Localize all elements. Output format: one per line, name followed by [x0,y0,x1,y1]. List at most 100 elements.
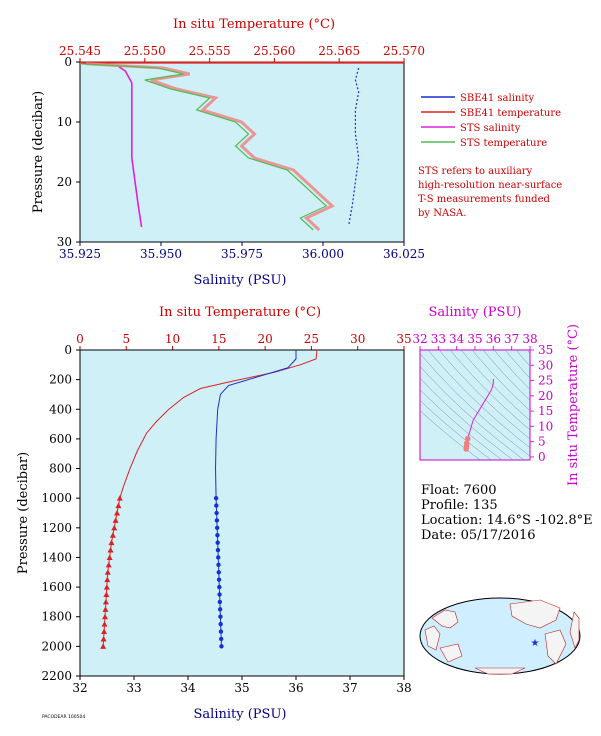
profile-y-tick-label: 800 [49,462,72,476]
temperature-marker [106,554,113,560]
profile-number: Profile: 135 [421,498,498,513]
surface-y-axis-title: Pressure (decibar) [31,91,46,213]
temperature-marker [100,643,107,649]
density-contour [420,365,525,460]
ts-y-tick-label: 30 [538,358,553,372]
temperature-marker [108,539,115,546]
ts-point [464,435,471,442]
density-contour [449,350,530,431]
temperature-marker [102,598,109,605]
legend-label-sts-salinity: STS salinity [460,123,521,134]
profile-bottom-tick-label: 38 [396,681,411,695]
density-contour [504,350,530,379]
profile-top-tick-label: 0 [76,332,84,346]
salinity-marker [216,555,221,560]
surface-y-ticks: 0 10 20 30 [57,55,80,249]
salinity-marker [216,577,222,582]
continent-africa-edge [569,611,580,649]
density-contour [482,350,530,401]
profile-top-tick-label: 30 [350,332,365,346]
temperature-marker [101,613,108,620]
temperature-marker [115,502,122,509]
note-line-2: high-resolution near-surface [418,180,562,191]
profile-y-axis-title: Pressure (decibar) [16,452,31,574]
temperature-marker [103,584,110,590]
surface-top-tick-label: 25.545 [59,44,101,58]
temperature-marker [103,591,110,597]
density-contour [420,377,514,460]
salinity-marker [217,584,222,590]
ts-y-tick-label: 25 [538,374,553,388]
ts-top-tick-label: 37 [504,332,519,346]
profile-plot-area [79,349,405,677]
density-contour [526,350,530,354]
salinity-marker [216,570,221,575]
profile-top-tick-label: 10 [165,332,180,346]
salinity-marker [217,599,223,605]
temperature-marker [101,628,108,635]
temperature-marker [104,576,111,583]
density-contour [420,410,481,460]
ts-plot-area [419,349,531,461]
series-sts-temperature [79,63,328,231]
salinity-marker [215,533,220,538]
series-sts-salinity [118,66,143,228]
series-sts-temperature-band [85,62,335,232]
temperature-marker [112,517,119,523]
ts-series [463,379,494,452]
temperature-marker [111,524,118,531]
continent-australia [439,643,463,663]
profile-y-tick-label: 2000 [41,639,72,653]
profile-y-tick-label: 1000 [41,491,72,505]
profile-y-ticks: 0 200 400 600 800 1000 1200 1400 1600 1800 2000 220… [41,343,80,683]
surface-top-tick-label: 25.560 [253,44,295,58]
profile-y-tick-label: 0 [64,343,72,357]
salinity-marker [218,629,224,634]
surface-bottom-ticks: 35.925 35.950 35.975 36.000 36.025 [59,242,425,261]
surface-y-tick-label: 30 [57,235,72,249]
ts-top-tick-label: 32 [412,332,427,346]
ts-top-tick-label: 33 [431,332,446,346]
profile-y-tick-label: 1800 [41,610,72,624]
profile-top-tick-label: 20 [258,332,273,346]
profile-y-tick-label: 200 [49,373,72,387]
profile-bottom-tick-label: 37 [342,681,357,695]
surface-note: STS refers to auxiliary high-resolution … [418,166,562,219]
salinity-marker [219,636,224,642]
ts-y-tick-label: 0 [538,450,546,464]
location: Location: 14.6°S -102.8°E [421,513,593,528]
salinity-marker [219,644,224,649]
density-contour [420,400,492,460]
temperature-marker [105,561,112,568]
surface-bottom-axis-title: Salinity (PSU) [194,273,287,288]
series-sbe41-salinity [348,67,360,225]
surface-top-axis-title: In situ Temperature (°C) [173,17,335,32]
world-map: ★ [419,597,581,675]
surface-bottom-tick-label: 36.025 [383,247,425,261]
salinity-marker [218,621,223,627]
surface-top-tick-label: 25.570 [383,44,425,58]
note-line-3: T-S measurements funded [418,194,550,205]
density-contour [420,389,503,460]
surface-top-ticks: 25.545 25.550 25.555 25.560 25.565 25.570 [59,44,425,62]
ts-y-tick-label: 20 [538,389,553,403]
continent-north-america [509,599,561,629]
ts-y-tick-label: 10 [538,419,553,433]
density-contour [471,350,530,412]
profile-y-tick-label: 2200 [41,669,72,683]
density-contour [438,350,530,440]
date: Date: 05/17/2016 [421,528,536,543]
profile-y-tick-label: 1400 [41,550,72,564]
profile-y-tick-label: 1200 [41,521,72,535]
ts-top-tick-label: 34 [449,332,465,346]
temperature-marker [102,606,109,612]
ts-y-tick-label: 35 [538,343,553,357]
legend-label-sbe41-temperature: SBE41 temperature [460,108,561,119]
surface-top-tick-label: 25.555 [189,44,231,58]
profile-y-tick-label: 400 [49,402,72,416]
salinity-marker [217,592,222,597]
float-location-marker-icon: ★ [531,638,540,649]
ts-top-tick-label: 36 [486,332,501,346]
